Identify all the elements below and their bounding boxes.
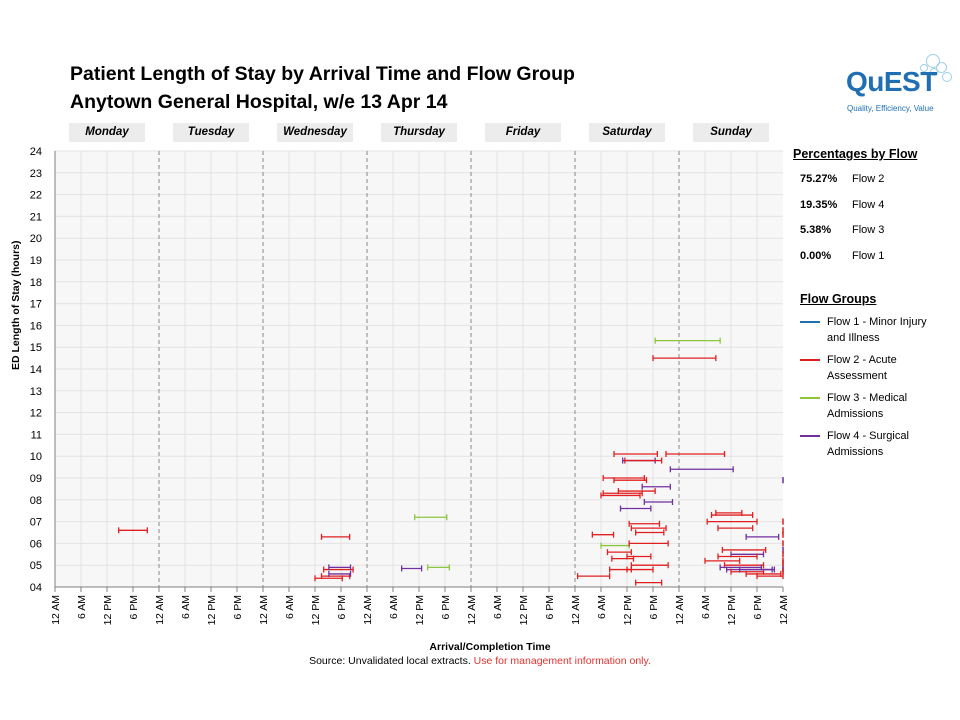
logo-name: QuEST xyxy=(846,66,937,97)
y-tick-label: 20 xyxy=(30,233,42,245)
x-tick-label: 6 PM xyxy=(336,595,348,620)
x-tick-label: 12 AM xyxy=(466,595,478,625)
x-tick-label: 12 PM xyxy=(518,595,530,625)
legend-label: Flow 4 - Surgical Admissions xyxy=(827,430,909,458)
x-tick-label: 12 AM xyxy=(778,595,790,625)
x-tick-label: 12 AM xyxy=(570,595,582,625)
day-label-monday: Monday xyxy=(69,123,145,142)
legend-label: Flow 1 - Minor Injury and Illness xyxy=(827,316,927,344)
y-tick-label: 24 xyxy=(30,146,42,158)
x-tick-label: 6 AM xyxy=(596,595,608,619)
logo-bubble xyxy=(930,68,938,76)
percentage-flow-name: Flow 3 xyxy=(852,224,885,236)
y-tick-label: 14 xyxy=(30,364,42,376)
x-tick-label: 12 AM xyxy=(50,595,62,625)
x-tick-label: 6 AM xyxy=(388,595,400,619)
x-tick-label: 12 PM xyxy=(414,595,426,625)
x-tick-label: 6 PM xyxy=(232,595,244,620)
percentage-flow-name: Flow 2 xyxy=(852,173,885,185)
x-axis-title: Arrival/Completion Time xyxy=(429,641,551,653)
percentage-value: 0.00% xyxy=(800,249,832,262)
title-line-2: Anytown General Hospital, w/e 13 Apr 14 xyxy=(70,91,448,113)
y-tick-label: 04 xyxy=(30,582,42,594)
day-label-saturday: Saturday xyxy=(589,123,665,142)
x-tick-label: 6 AM xyxy=(180,595,192,619)
y-tick-label: 12 xyxy=(30,408,42,420)
source-warning: Use for management information only. xyxy=(473,655,651,667)
percentages-title: Percentages by Flow xyxy=(793,147,918,161)
x-tick-label: 12 AM xyxy=(674,595,686,625)
chart-title: Patient Length of Stay by Arrival Time a… xyxy=(70,60,575,116)
legend-swatch xyxy=(800,435,820,437)
day-label-sunday: Sunday xyxy=(693,123,769,142)
x-tick-label: 12 AM xyxy=(258,595,270,625)
percentage-value: 5.38% xyxy=(800,224,832,236)
y-tick-label: 08 xyxy=(30,495,42,507)
legend-label: Flow 3 - Medical Admissions xyxy=(827,392,908,420)
x-tick-label: 6 PM xyxy=(128,595,140,620)
logo-bubble xyxy=(936,62,947,73)
percentage-value: 19.35% xyxy=(800,198,838,211)
day-label-thursday: Thursday xyxy=(381,123,457,142)
x-tick-label: 6 PM xyxy=(752,595,764,620)
x-tick-label: 12 PM xyxy=(726,595,738,625)
y-tick-label: 17 xyxy=(30,299,42,311)
x-tick-label: 6 AM xyxy=(76,595,88,619)
title-line-1: Patient Length of Stay by Arrival Time a… xyxy=(70,63,575,85)
y-tick-label: 18 xyxy=(30,277,42,289)
source-note: Source: Unvalidated local extracts. Use … xyxy=(0,655,960,667)
y-axis-title: ED Length of Stay (hours) xyxy=(10,240,22,371)
source-text: Source: Unvalidated local extracts. xyxy=(309,655,471,667)
y-tick-label: 09 xyxy=(30,473,42,485)
x-tick-label: 12 AM xyxy=(362,595,374,625)
day-label-wednesday: Wednesday xyxy=(277,123,353,142)
flow-groups-title: Flow Groups xyxy=(800,292,877,306)
x-tick-label: 12 PM xyxy=(102,595,114,625)
legend-swatch xyxy=(800,359,820,361)
y-tick-label: 19 xyxy=(30,255,42,267)
percentage-flow-name: Flow 1 xyxy=(852,249,885,262)
x-tick-label: 12 PM xyxy=(206,595,218,625)
y-tick-label: 06 xyxy=(30,538,42,550)
logo-tagline: Quality, Efficiency, Value xyxy=(847,104,934,113)
quest-logo: QuEST Quality, Efficiency, Value xyxy=(838,52,958,122)
legend-swatch xyxy=(800,397,820,399)
x-tick-label: 6 AM xyxy=(492,595,504,619)
legend-swatch xyxy=(800,321,820,323)
percentage-flow-name: Flow 4 xyxy=(852,198,885,211)
y-tick-label: 05 xyxy=(30,560,42,572)
y-tick-label: 13 xyxy=(30,386,42,398)
y-tick-label: 23 xyxy=(30,168,42,180)
logo-bubble xyxy=(942,72,952,82)
y-tick-label: 21 xyxy=(30,211,42,223)
y-tick-label: 15 xyxy=(30,342,42,354)
logo-bubble xyxy=(926,54,940,68)
y-tick-label: 16 xyxy=(30,320,42,332)
percentage-value: 75.27% xyxy=(800,173,838,185)
day-label-tuesday: Tuesday xyxy=(173,123,249,142)
y-tick-label: 10 xyxy=(30,451,42,463)
logo-bubble xyxy=(920,64,928,72)
legend-label: Flow 2 - Acute Assessment xyxy=(827,354,897,382)
x-tick-label: 12 PM xyxy=(622,595,634,625)
x-tick-label: 12 PM xyxy=(310,595,322,625)
y-tick-label: 07 xyxy=(30,517,42,529)
x-tick-label: 6 AM xyxy=(700,595,712,619)
day-label-friday: Friday xyxy=(485,123,561,142)
x-tick-label: 12 AM xyxy=(154,595,166,625)
y-tick-label: 22 xyxy=(30,190,42,202)
x-tick-label: 6 PM xyxy=(544,595,556,620)
x-tick-label: 6 AM xyxy=(284,595,296,619)
x-tick-label: 6 PM xyxy=(440,595,452,620)
x-tick-label: 6 PM xyxy=(648,595,660,620)
y-tick-label: 11 xyxy=(31,429,42,441)
